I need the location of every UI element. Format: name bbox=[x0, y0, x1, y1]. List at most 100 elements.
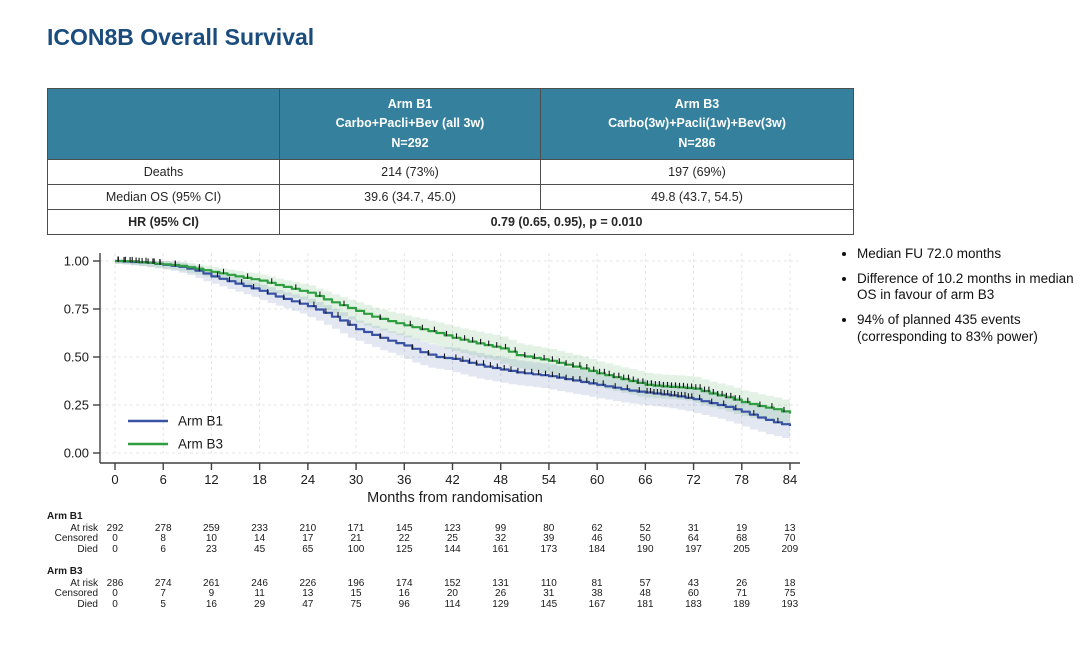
risk-cell: 209 bbox=[781, 543, 799, 555]
row-label-hr: HR (95% CI) bbox=[47, 209, 280, 235]
risk-cell: 13 bbox=[784, 523, 796, 534]
risk-cell: 193 bbox=[781, 598, 799, 610]
survival-curve-arm-b3 bbox=[115, 259, 792, 414]
y-tick-label: 0.00 bbox=[64, 446, 89, 461]
risk-cell: 18 bbox=[784, 578, 796, 589]
x-tick-label: 72 bbox=[686, 472, 700, 487]
risk-cell: 196 bbox=[347, 578, 365, 589]
risk-cell: 144 bbox=[444, 543, 461, 555]
risk-cell: 8 bbox=[160, 533, 166, 545]
risk-cell: 25 bbox=[446, 533, 458, 545]
risk-cell: 68 bbox=[736, 533, 748, 545]
risk-cell: 57 bbox=[639, 578, 651, 589]
risk-cell: 71 bbox=[736, 588, 748, 600]
y-tick-label: 0.50 bbox=[64, 350, 89, 365]
risk-cell: 123 bbox=[444, 523, 461, 534]
arm-b1-n: N=292 bbox=[391, 135, 429, 150]
risk-cell: 6 bbox=[160, 543, 166, 555]
risk-cell: 0 bbox=[112, 588, 118, 600]
risk-cell: 64 bbox=[687, 533, 699, 545]
risk-cell: 261 bbox=[203, 578, 220, 589]
x-tick-label: 36 bbox=[397, 472, 411, 487]
median-os-b3-value: 49.8 (43.7, 54.5) bbox=[540, 184, 854, 210]
y-tick-label: 0.25 bbox=[64, 398, 89, 413]
x-axis-title: Months from randomisation bbox=[367, 490, 543, 506]
risk-cell: 48 bbox=[639, 588, 651, 600]
risk-cell: 197 bbox=[685, 543, 702, 555]
risk-row-at-risk: 292 278 259 233 210 171 145 123 99 80 62 52 31 19 13 bbox=[91, 523, 814, 534]
bullet-median-fu: Median FU 72.0 months bbox=[857, 246, 1080, 263]
y-tick-label: 1.00 bbox=[64, 254, 89, 269]
x-tick-label: 66 bbox=[638, 472, 652, 487]
confidence-band-arm-b1 bbox=[115, 261, 790, 438]
risk-cell: 131 bbox=[492, 578, 509, 589]
x-tick-label: 42 bbox=[445, 472, 459, 487]
risk-row-label-at-risk: At risk bbox=[70, 578, 98, 589]
risk-cell: 65 bbox=[302, 543, 314, 555]
risk-row-died: 0 5 16 29 47 75 96 114 129 145 167 181 183 189 193 bbox=[91, 599, 814, 610]
risk-cell: 173 bbox=[540, 543, 558, 555]
page-title: ICON8B Overall Survival bbox=[47, 24, 315, 50]
risk-row-label-died: Died bbox=[77, 543, 98, 555]
risk-cell: 210 bbox=[299, 523, 317, 534]
risk-cell: 5 bbox=[160, 598, 166, 610]
arm-b1-name: Arm B1 bbox=[387, 96, 433, 111]
risk-row-censored: 0 7 9 11 13 15 16 20 26 31 38 48 60 71 75 bbox=[91, 588, 814, 599]
risk-cell: 23 bbox=[205, 543, 217, 555]
median-os-b1-value: 39.6 (34.7, 45.0) bbox=[279, 184, 541, 210]
risk-cell: 99 bbox=[495, 523, 507, 534]
risk-cell: 75 bbox=[350, 598, 362, 610]
risk-cell: 10 bbox=[205, 533, 217, 545]
x-tick-label: 48 bbox=[493, 472, 507, 487]
risk-cell: 81 bbox=[591, 578, 603, 589]
row-label-median-os: Median OS (95% CI) bbox=[47, 184, 280, 210]
x-tick-label: 54 bbox=[542, 472, 556, 487]
risk-cell: 38 bbox=[591, 588, 603, 600]
deaths-b3-value: 197 (69%) bbox=[540, 159, 854, 185]
risk-row-label-censored: Censored bbox=[54, 533, 98, 545]
x-tick-label: 30 bbox=[349, 472, 363, 487]
header-arm-b1: Arm B1 Carbo+Pacli+Bev (all 3w) N=292 bbox=[279, 88, 541, 160]
risk-cell: 50 bbox=[639, 533, 651, 545]
risk-row-died: 0 6 23 45 65 100 125 144 161 173 184 190 197 205 209 bbox=[91, 544, 814, 555]
risk-cell: 286 bbox=[106, 578, 124, 589]
table-row-hr: HR (95% CI) 0.79 (0.65, 0.95), p = 0.010 bbox=[47, 209, 854, 235]
table-row-median-os: Median OS (95% CI) 39.6 (34.7, 45.0) 49.… bbox=[47, 184, 854, 210]
risk-cell: 80 bbox=[543, 523, 555, 534]
risk-cell: 7 bbox=[160, 588, 166, 600]
risk-cell: 22 bbox=[398, 533, 410, 545]
arm-b3-regimen: Carbo(3w)+Pacli(1w)+Bev(3w) bbox=[608, 116, 786, 131]
risk-cell: 96 bbox=[398, 598, 410, 610]
risk-cell: 233 bbox=[251, 523, 268, 534]
header-arm-b3: Arm B3 Carbo(3w)+Pacli(1w)+Bev(3w) N=286 bbox=[540, 88, 854, 160]
risk-cell: 75 bbox=[784, 588, 796, 600]
risk-cell: 62 bbox=[591, 523, 603, 534]
risk-cell: 152 bbox=[444, 578, 461, 589]
y-tick-label: 0.75 bbox=[64, 302, 89, 317]
risk-cell: 26 bbox=[495, 588, 507, 600]
risk-cell: 39 bbox=[543, 533, 555, 545]
risk-cell: 226 bbox=[299, 578, 317, 589]
x-tick-label: 84 bbox=[783, 472, 797, 487]
risk-cell: 43 bbox=[687, 578, 699, 589]
risk-cell: 29 bbox=[254, 598, 266, 610]
survival-curve-arm-b1 bbox=[115, 259, 792, 427]
risk-cell: 171 bbox=[347, 523, 365, 534]
risk-cell: 9 bbox=[208, 588, 215, 600]
risk-cell: 70 bbox=[784, 533, 796, 545]
risk-cell: 110 bbox=[540, 578, 557, 589]
legend-label-arm-b3: Arm B3 bbox=[178, 437, 223, 452]
risk-cell: 19 bbox=[736, 523, 748, 534]
risk-cell: 0 bbox=[112, 543, 118, 555]
risk-cell: 259 bbox=[203, 523, 220, 534]
risk-cell: 15 bbox=[350, 588, 362, 600]
risk-cell: 205 bbox=[733, 543, 750, 555]
table-row-deaths: Deaths 214 (73%) 197 (69%) bbox=[47, 159, 854, 185]
risk-cell: 14 bbox=[254, 533, 266, 545]
summary-table: Arm B1 Carbo+Pacli+Bev (all 3w) N=292 Ar… bbox=[47, 88, 854, 235]
risk-cell: 181 bbox=[636, 598, 654, 610]
risk-cell: 145 bbox=[395, 523, 413, 534]
risk-cell: 52 bbox=[639, 523, 651, 534]
risk-cell: 125 bbox=[395, 543, 413, 555]
